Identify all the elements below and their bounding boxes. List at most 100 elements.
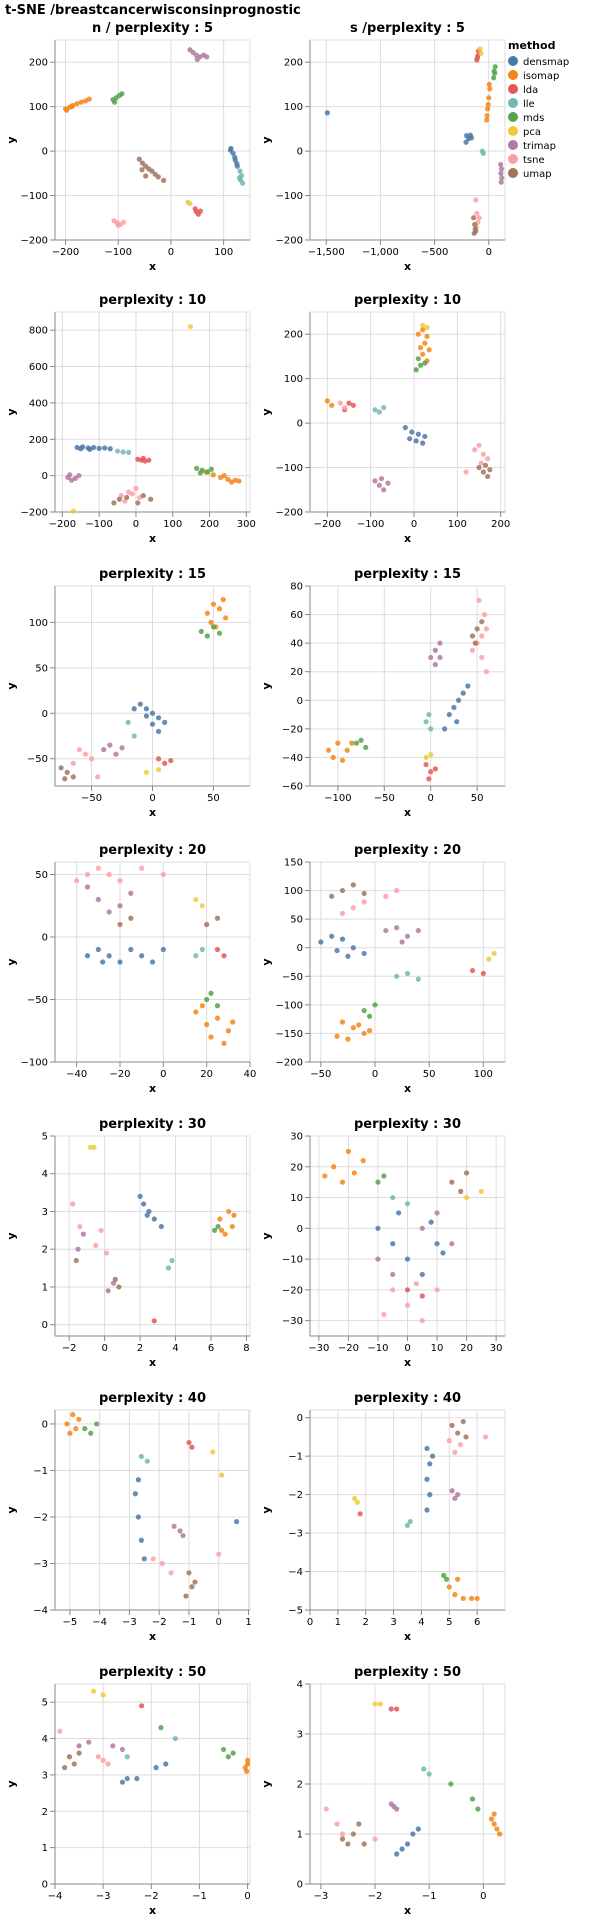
- point-pca: [187, 200, 193, 207]
- point-densmap: [131, 706, 137, 712]
- panel-title: perplexity : 30: [99, 1117, 206, 1132]
- panel-title: s /perplexity : 5: [350, 21, 465, 36]
- point-densmap: [234, 163, 240, 169]
- point-tsne: [485, 456, 491, 462]
- series-trimap: [372, 476, 391, 493]
- series-lle: [421, 1766, 432, 1777]
- point-mds: [210, 624, 217, 630]
- point-trimap: [194, 56, 200, 63]
- point-tsne: [342, 404, 348, 411]
- tick-label-y: −50: [282, 972, 303, 983]
- tick-label-x: −1,000: [362, 247, 399, 258]
- point-umap: [458, 1188, 464, 1194]
- point-trimap: [107, 742, 113, 748]
- tick-label-y: 0: [42, 471, 48, 482]
- point-densmap: [162, 719, 168, 725]
- legend-swatch-pca: [508, 126, 518, 136]
- tick-label-x: 1: [335, 1617, 341, 1628]
- series-lda: [357, 1511, 363, 1517]
- point-densmap: [451, 704, 457, 711]
- point-trimap: [110, 1743, 116, 1749]
- series-tsne: [381, 1281, 440, 1324]
- point-densmap: [361, 950, 367, 957]
- point-isomap: [424, 333, 430, 340]
- panel-2: s /perplexity : 5 −1,500 −1,000 −500 0 −200 −1…: [260, 21, 506, 273]
- series-trimap: [75, 1231, 117, 1294]
- point-isomap: [486, 81, 492, 88]
- point-lle: [428, 726, 434, 732]
- point-tsne: [95, 865, 101, 871]
- point-umap: [487, 467, 493, 473]
- series-isomap: [193, 1003, 236, 1046]
- point-isomap: [74, 100, 80, 107]
- tick-label-y: −4: [288, 1567, 303, 1578]
- point-lle: [165, 1265, 172, 1271]
- point-umap: [463, 1434, 469, 1440]
- series-isomap: [204, 597, 229, 630]
- point-trimap: [128, 890, 134, 896]
- tick-label-y: −10: [282, 1255, 303, 1266]
- series-isomap: [483, 81, 493, 123]
- plot-frame: [54, 39, 251, 241]
- y-axis-label: y: [260, 682, 273, 689]
- point-mds: [194, 465, 200, 471]
- series-pca: [486, 950, 497, 962]
- point-umap: [345, 1841, 351, 1847]
- tick-label-x: −100: [324, 793, 351, 804]
- tick-label-y: −1: [33, 1466, 48, 1477]
- point-trimap: [101, 747, 107, 753]
- legend-item-lle: lle: [508, 98, 535, 110]
- legend-swatch-umap: [508, 168, 518, 178]
- legend-label-tsne: tsne: [523, 155, 545, 166]
- panel-4: perplexity : 10 −200 −100 0 100 200 −200 −100 0 1…: [260, 293, 510, 545]
- tick-label-y: 200: [29, 435, 48, 446]
- point-isomap: [324, 398, 330, 404]
- tick-label-y: 4: [297, 1680, 303, 1691]
- point-trimap: [180, 1532, 186, 1539]
- point-densmap: [402, 424, 408, 431]
- point-tsne: [476, 597, 482, 603]
- point-densmap: [428, 1219, 434, 1225]
- point-pca: [420, 322, 426, 328]
- point-isomap: [460, 1595, 466, 1602]
- point-tsne: [76, 747, 82, 753]
- point-lda: [186, 1439, 192, 1446]
- point-lle: [404, 1201, 411, 1207]
- series-pca: [185, 199, 193, 207]
- point-umap: [350, 882, 356, 888]
- point-umap: [449, 1179, 455, 1185]
- point-densmap: [160, 946, 166, 953]
- point-trimap: [434, 1210, 440, 1216]
- point-umap: [339, 1836, 346, 1842]
- legend-item-mds: mds: [508, 112, 544, 124]
- series-tsne: [323, 1806, 378, 1842]
- tick-label-y: 0: [42, 1880, 48, 1891]
- point-pca: [187, 323, 193, 330]
- point-umap: [339, 887, 346, 894]
- series-lle: [165, 1257, 175, 1271]
- tick-label-y: 2: [297, 1780, 303, 1791]
- point-densmap: [463, 132, 470, 139]
- tick-label-y: 3: [297, 1730, 303, 1741]
- point-lle: [120, 449, 126, 455]
- point-mds: [413, 367, 419, 373]
- point-lle: [376, 409, 382, 415]
- point-mds: [415, 356, 421, 362]
- series-trimap: [65, 472, 82, 483]
- point-pca: [478, 1188, 484, 1194]
- point-densmap: [409, 429, 415, 435]
- tick-label-x: −3: [96, 1891, 111, 1902]
- tick-label-x: −100: [357, 519, 384, 530]
- point-isomap: [219, 1227, 225, 1233]
- tick-label-y: 200: [284, 58, 303, 69]
- series-trimap: [375, 1210, 455, 1278]
- point-lle: [381, 404, 387, 411]
- point-pca: [219, 1472, 225, 1478]
- point-lle: [390, 1194, 396, 1201]
- y-axis-label: y: [260, 136, 273, 143]
- tick-label-x: −50: [374, 793, 395, 804]
- tick-label-y: 150: [284, 858, 303, 869]
- tick-label-x: −2: [144, 1891, 159, 1902]
- point-lle: [407, 1518, 413, 1525]
- point-densmap: [144, 1212, 150, 1218]
